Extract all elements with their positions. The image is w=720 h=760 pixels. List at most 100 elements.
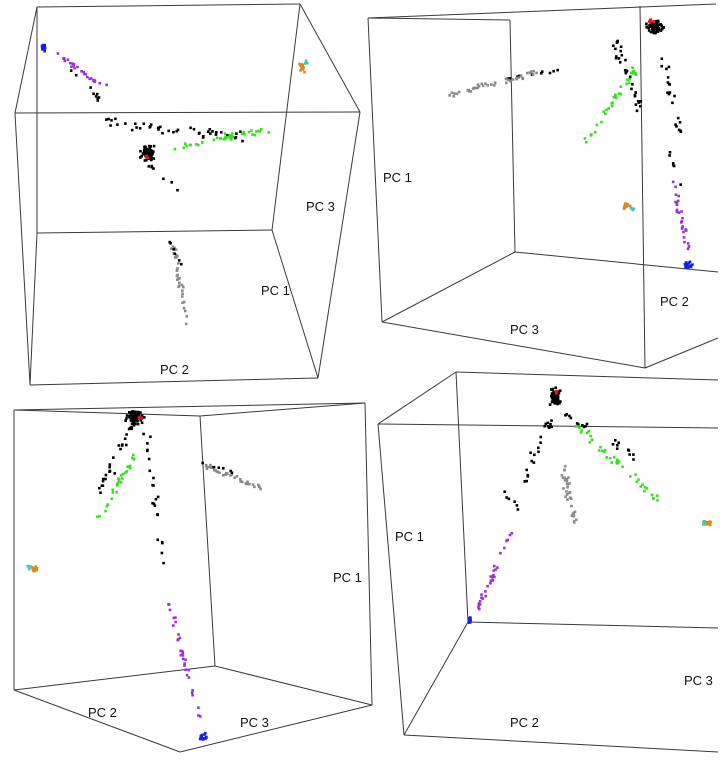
black-point [614, 47, 617, 51]
black-point [167, 129, 170, 133]
gray-point [178, 281, 181, 285]
purple-point [493, 575, 496, 579]
panel-1-points [40, 43, 309, 326]
black-point [614, 56, 618, 60]
orange-point [31, 568, 35, 571]
black-point [173, 252, 177, 256]
green-point [118, 478, 121, 482]
green-point [585, 431, 589, 435]
gray-point [180, 283, 184, 287]
black-point [630, 87, 633, 91]
purple-point [486, 584, 489, 588]
black-point [134, 413, 137, 416]
green-point [608, 456, 612, 460]
purple-point [676, 199, 680, 203]
black-point [156, 495, 160, 499]
blue-point [200, 737, 203, 741]
purple-point [681, 216, 684, 220]
purple-point [686, 242, 690, 245]
panel-1: PC 3 PC 1 PC 2 [14, 3, 361, 386]
purple-point [84, 72, 88, 76]
gray-point [560, 474, 564, 477]
purple-point [680, 227, 684, 230]
purple-point [682, 236, 686, 239]
black-point [112, 456, 115, 459]
black-point [675, 125, 678, 128]
green-point [224, 135, 227, 139]
gray-point [239, 478, 242, 481]
black-point [556, 395, 559, 398]
blue-point [685, 263, 689, 266]
gray-point [473, 86, 476, 90]
gray-point [563, 476, 566, 479]
black-point [647, 26, 650, 30]
green-point [632, 72, 635, 75]
green-point [119, 481, 123, 484]
purple-point [179, 649, 182, 653]
black-point [529, 451, 532, 455]
box-edge [36, 229, 273, 234]
green-point [255, 130, 258, 133]
axis-label-pc2: PC 2 [160, 362, 189, 377]
gray-point [235, 475, 239, 478]
gray-point [248, 482, 251, 486]
green-point [625, 82, 628, 86]
black-point [540, 70, 544, 73]
box-edge [367, 17, 383, 323]
black-point [109, 124, 112, 127]
black-point [212, 465, 215, 469]
blue-point [468, 620, 472, 624]
green-point [117, 477, 120, 480]
gray-point [181, 301, 184, 304]
blue-point [198, 737, 202, 741]
black-point [107, 117, 110, 121]
purple-point [184, 658, 187, 662]
black-point [104, 477, 107, 481]
green-point [189, 143, 192, 147]
teal-point [631, 207, 635, 211]
purple-point [187, 668, 190, 672]
black-point [554, 386, 557, 389]
axis-label-pc1: PC 1 [395, 529, 424, 544]
green-point [184, 142, 187, 145]
black-point [215, 131, 218, 134]
orange-point [300, 65, 304, 69]
black-point [672, 164, 676, 168]
green-point [250, 129, 253, 132]
axis-label-pc1: PC 1 [333, 570, 362, 585]
green-point [197, 143, 200, 147]
purple-point [484, 590, 487, 593]
blue-point [687, 265, 691, 268]
black-point [101, 479, 105, 483]
red-point [652, 20, 655, 23]
green-point [616, 461, 620, 464]
green-point [593, 130, 597, 134]
black-point [116, 123, 119, 126]
black-point [581, 424, 584, 427]
black-point [628, 453, 631, 456]
gray-point [562, 487, 565, 490]
green-point [115, 483, 119, 486]
green-point [231, 132, 234, 135]
purple-point [69, 61, 72, 65]
black-point [569, 416, 573, 420]
black-point [202, 135, 205, 138]
black-point [556, 402, 559, 406]
gray-point [474, 86, 477, 90]
gray-point [182, 285, 185, 289]
gray-point [205, 464, 208, 468]
black-point [146, 448, 149, 452]
black-point [132, 411, 136, 414]
green-point [603, 450, 606, 454]
box-edge [14, 112, 31, 386]
black-point [123, 437, 127, 440]
black-point [617, 57, 621, 60]
green-point [627, 81, 631, 84]
orange-point [303, 70, 306, 74]
black-point [133, 418, 137, 421]
gray-point [175, 269, 179, 272]
green-point [228, 134, 232, 138]
blue-point [41, 44, 44, 48]
green-point [116, 481, 120, 485]
gray-point [205, 467, 209, 471]
